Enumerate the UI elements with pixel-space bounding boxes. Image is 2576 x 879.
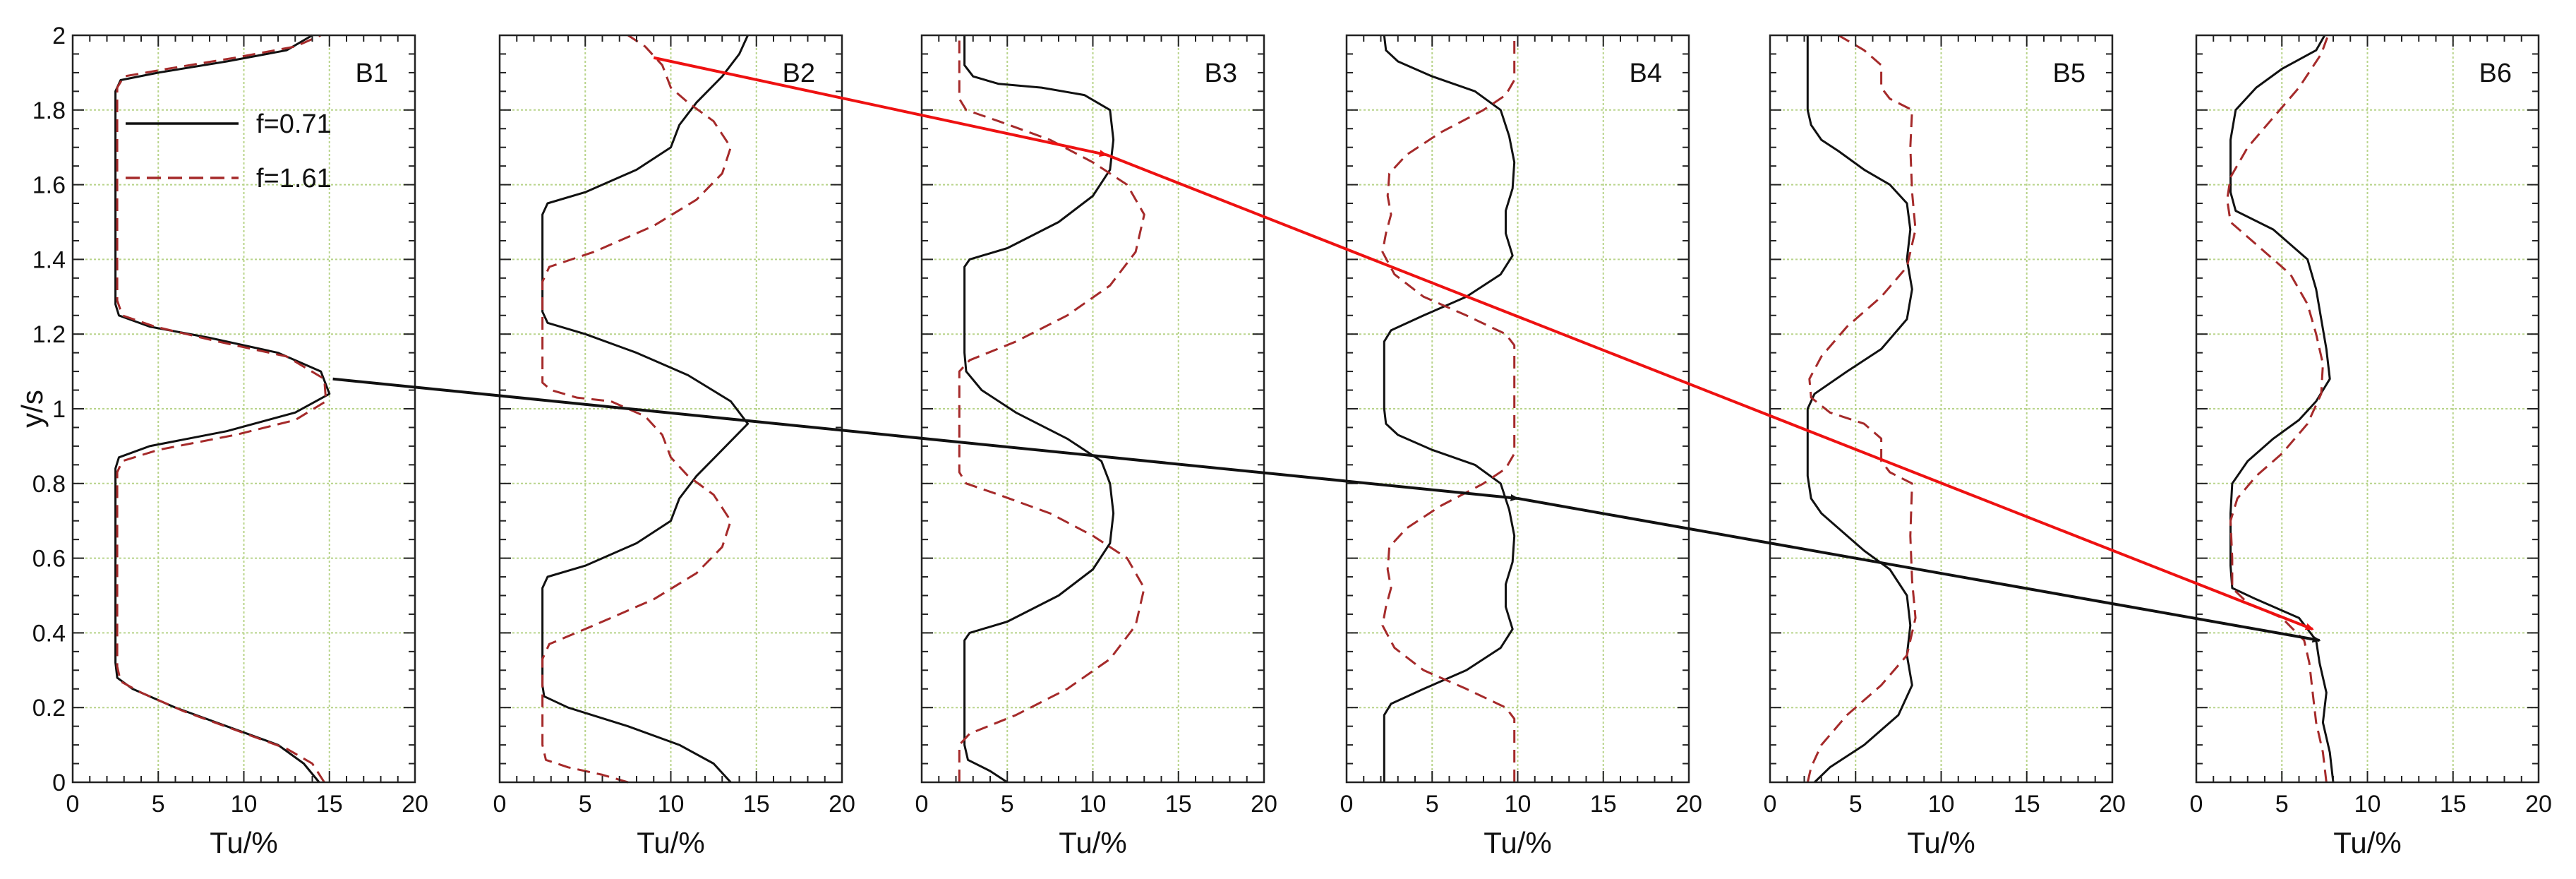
x-tick-label: 5 — [1001, 791, 1014, 818]
x-tick-label: 5 — [579, 791, 592, 818]
x-tick-label: 0 — [1764, 791, 1777, 818]
x-tick-label: 20 — [2099, 791, 2126, 818]
x-tick-label: 5 — [152, 791, 165, 818]
x-tick-label: 0 — [1340, 791, 1354, 818]
x-tick-label: 20 — [1251, 791, 1277, 818]
series-line-b3-solid — [963, 35, 1115, 784]
panel-frame — [498, 34, 843, 784]
series-line-b5-solid — [1806, 35, 1913, 784]
x-tick-label: 10 — [1505, 791, 1531, 818]
y-tick-label: 2 — [52, 23, 66, 49]
series-line-b2-dashed — [541, 34, 732, 784]
series-line-b4-dashed — [1381, 35, 1516, 782]
grid-layer — [73, 35, 2539, 782]
panel-frame — [71, 34, 416, 784]
black-trend-arrow — [332, 377, 1519, 501]
panel-frame — [2195, 34, 2540, 784]
x-tick-label: 0 — [2190, 791, 2203, 818]
series-line-b3-dashed — [958, 35, 1145, 782]
x-axis-title: Tu/% — [637, 826, 704, 859]
panel-frame — [920, 34, 1265, 784]
x-tick-label: 15 — [1590, 791, 1617, 818]
x-tick-label: 10 — [2354, 791, 2381, 818]
x-tick-label: 15 — [2014, 791, 2040, 818]
frame-layer — [71, 34, 2540, 784]
legend-label: f=1.61 — [256, 164, 332, 193]
x-axis-title: Tu/% — [1059, 826, 1126, 859]
series-line-b4-solid — [1383, 35, 1516, 782]
y-tick-label: 0.4 — [32, 620, 66, 647]
legend-label: f=0.71 — [256, 109, 332, 139]
y-tick-label: 0.6 — [32, 546, 66, 573]
series-line-b6-dashed — [2226, 35, 2330, 783]
y-axis-title: y/s — [16, 390, 49, 428]
series-line-b6-solid — [2229, 35, 2335, 783]
y-tick-label: 0.2 — [32, 695, 66, 722]
x-tick-label: 0 — [915, 791, 929, 818]
black-trend-arrow — [1517, 496, 2321, 643]
x-axis-title: Tu/% — [1907, 826, 1975, 859]
x-tick-label: 0 — [66, 791, 80, 818]
panel-label-b1: B1 — [356, 59, 388, 88]
panel-label-b2: B2 — [783, 59, 815, 88]
x-tick-label: 0 — [493, 791, 507, 818]
series-line-b5-dashed — [1806, 34, 1917, 783]
y-tick-label: 0.8 — [32, 471, 66, 498]
x-axis-title: Tu/% — [210, 826, 277, 859]
annotation-layer — [332, 56, 2321, 643]
x-tick-label: 10 — [1080, 791, 1107, 818]
x-tick-label: 5 — [1849, 791, 1862, 818]
x-tick-label: 10 — [231, 791, 258, 818]
y-tick-label: 1.6 — [32, 172, 66, 199]
x-tick-label: 20 — [1675, 791, 1702, 818]
y-tick-label: 0 — [52, 770, 66, 796]
x-tick-label: 15 — [2440, 791, 2467, 818]
x-tick-label: 10 — [658, 791, 685, 818]
series-line-b2-solid — [541, 35, 750, 784]
x-axis-title: Tu/% — [2333, 826, 2401, 859]
x-tick-label: 5 — [1426, 791, 1439, 818]
x-axis-title: Tu/% — [1483, 826, 1551, 859]
x-tick-label: 10 — [1928, 791, 1955, 818]
x-tick-label: 20 — [829, 791, 855, 818]
panel-frame — [1345, 34, 1690, 784]
y-tick-label: 1.8 — [32, 97, 66, 124]
x-tick-label: 15 — [316, 791, 343, 818]
red-trend-arrow — [1106, 153, 2314, 630]
panel-label-b6: B6 — [2479, 59, 2512, 88]
y-tick-label: 1.4 — [32, 246, 66, 273]
x-tick-label: 15 — [743, 791, 770, 818]
x-tick-label: 20 — [2525, 791, 2552, 818]
panel-label-b5: B5 — [2053, 59, 2086, 88]
panel-frame — [1769, 34, 2114, 784]
x-tick-label: 20 — [402, 791, 428, 818]
red-trend-arrow — [653, 56, 1108, 157]
series-layer — [114, 34, 2335, 784]
panel-label-b4: B4 — [1630, 59, 1662, 88]
y-tick-label: 1 — [52, 396, 66, 423]
panel-label-b3: B3 — [1205, 59, 1237, 88]
x-tick-label: 15 — [1165, 791, 1192, 818]
x-tick-label: 5 — [2275, 791, 2289, 818]
y-tick-label: 1.2 — [32, 321, 66, 348]
series-line-b1-dashed — [116, 34, 327, 783]
